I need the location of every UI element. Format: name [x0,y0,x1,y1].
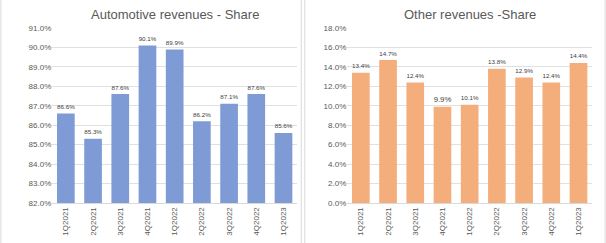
svg-text:83.0%: 83.0% [29,179,52,188]
svg-text:18.0%: 18.0% [324,24,347,33]
svg-text:90.0%: 90.0% [29,43,52,52]
svg-text:14.4%: 14.4% [570,52,588,59]
svg-text:12.9%: 12.9% [515,67,533,74]
svg-text:2Q2021: 2Q2021 [384,207,393,236]
svg-text:86.0%: 86.0% [29,121,52,130]
svg-text:87.1%: 87.1% [220,93,238,100]
svg-text:4Q2021: 4Q2021 [143,207,152,236]
svg-text:3Q2022: 3Q2022 [225,207,234,236]
svg-text:3Q2021: 3Q2021 [116,207,125,236]
svg-text:4.0%: 4.0% [328,160,346,169]
svg-text:14.0%: 14.0% [324,63,347,72]
svg-text:85.0%: 85.0% [29,140,52,149]
svg-text:2Q2021: 2Q2021 [89,207,98,236]
svg-text:3Q2022: 3Q2022 [520,207,529,236]
svg-text:4Q2021: 4Q2021 [438,207,447,236]
svg-text:13.8%: 13.8% [488,58,506,65]
svg-text:88.0%: 88.0% [29,82,52,91]
svg-text:86.6%: 86.6% [57,103,75,110]
svg-text:82.0%: 82.0% [29,199,52,208]
svg-text:8.0%: 8.0% [328,121,346,130]
svg-text:1Q2021: 1Q2021 [356,207,365,236]
svg-text:90.1%: 90.1% [139,35,157,42]
svg-text:91.0%: 91.0% [29,24,52,33]
svg-text:13.4%: 13.4% [352,62,370,69]
svg-text:2Q2022: 2Q2022 [197,207,206,236]
svg-text:10.0%: 10.0% [324,102,347,111]
svg-text:10.1%: 10.1% [461,94,479,101]
svg-text:12.0%: 12.0% [324,82,347,91]
svg-text:12.4%: 12.4% [406,72,424,79]
svg-text:4Q2022: 4Q2022 [547,207,556,236]
svg-text:84.0%: 84.0% [29,160,52,169]
svg-text:2Q2022: 2Q2022 [492,207,501,236]
svg-text:Other revenues -Share: Other revenues -Share [404,7,536,22]
svg-text:87.6%: 87.6% [247,84,265,91]
svg-text:16.0%: 16.0% [324,43,347,52]
svg-text:2.0%: 2.0% [328,179,346,188]
svg-text:87.6%: 87.6% [111,84,129,91]
svg-text:1Q2023: 1Q2023 [279,207,288,236]
svg-text:12.4%: 12.4% [542,72,560,79]
svg-text:87.0%: 87.0% [29,102,52,111]
svg-text:9.9%: 9.9% [434,95,452,104]
svg-text:85.3%: 85.3% [84,128,102,135]
svg-text:0.0%: 0.0% [328,199,346,208]
svg-text:3Q2021: 3Q2021 [411,207,420,236]
svg-text:6.0%: 6.0% [328,140,346,149]
svg-text:86.2%: 86.2% [193,111,211,118]
svg-text:1Q2023: 1Q2023 [574,207,583,236]
svg-text:85.6%: 85.6% [275,122,293,129]
svg-text:1Q2022: 1Q2022 [170,207,179,236]
svg-text:4Q2022: 4Q2022 [252,207,261,236]
svg-text:Automotive revenues - Share: Automotive revenues - Share [91,7,259,22]
svg-text:1Q2021: 1Q2021 [61,207,70,236]
svg-text:89.9%: 89.9% [166,39,184,46]
svg-text:14.7%: 14.7% [379,50,397,57]
svg-text:89.0%: 89.0% [29,63,52,72]
svg-text:1Q2022: 1Q2022 [465,207,474,236]
